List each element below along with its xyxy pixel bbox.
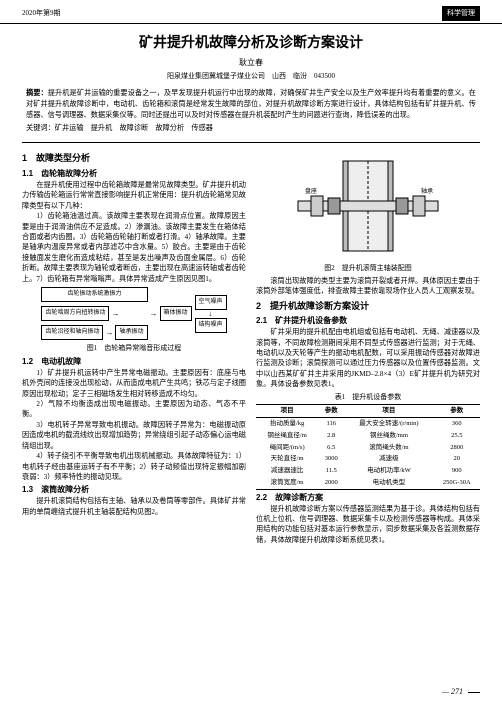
table-header: 项目	[256, 405, 318, 418]
flow-box-6: 空气噪声	[195, 295, 227, 310]
table-cell: 滚筒绳头数/m	[344, 442, 433, 454]
table-cell: 绳间距/(m/s)	[256, 442, 318, 454]
paragraph-1-1a: 在提升机使用过程中齿轮箱故障是最常见故障类型。矿井提升机动力传输齿轮箱运行常常直…	[22, 180, 246, 211]
affiliation: 阳泉煤业集团冀城堡子煤业公司 山西 临汾 043500	[0, 71, 502, 88]
keywords-text: 矿井运输 提升机 故障诊断 故障分析 传感器	[55, 124, 213, 132]
arrow-icon: →	[150, 310, 158, 318]
paragraph-1-2b: 2）气隙不均衡造成出现电磁振动。主要原因为动态、气态不平衡。	[22, 399, 246, 420]
keywords-label: 关键词：	[26, 124, 55, 132]
table-cell: 360	[434, 418, 480, 430]
issue-label: 2020年第9期	[22, 8, 61, 19]
flow-box-3: 齿轮沿径和轴向振动	[41, 325, 103, 340]
section-2-heading: 2 提升机故障诊断方案设计	[256, 300, 480, 314]
table-cell: 最大安全转速/(r/min)	[344, 418, 433, 430]
paragraph-1-3: 提升机滚筒结构包括有主轴、轴承以及卷筒等零部件。具体矿井常用的单筒缠绕式提升机主…	[22, 496, 246, 517]
table-header: 项目	[344, 405, 433, 418]
table-cell: 2.8	[318, 430, 344, 442]
subsection-1-3-heading: 1.3 滚筒故障分析	[22, 484, 246, 496]
flow-box-1: 齿轮振动系统激振力	[41, 287, 147, 302]
table-1-caption: 表1 提升机设备参数	[256, 392, 480, 403]
figure-1-flowchart: 齿轮振动系统激振力 齿轮啮周方向扭转振动 → 齿轮沿径和轴向振动 → 轴承振动 …	[22, 287, 246, 340]
table-cell: 减速器速比	[256, 465, 318, 477]
paragraph-1-2a: 1）矿井提升机运转中产生异常电磁振动。主要原因有：底座与电机外壳间的连接没出现松…	[22, 368, 246, 399]
table-cell: 3000	[318, 453, 344, 465]
table-cell: 116	[318, 418, 344, 430]
table-cell: 6.5	[318, 442, 344, 454]
section-1-heading: 1 故障类型分析	[22, 152, 246, 166]
paragraph-r1: 滚筒出现故障的类型主要为滚筒开裂或者开焊。具体原因主要由于滚筒外部笔体强度低，排…	[256, 276, 480, 297]
arrow-icon: →	[111, 310, 119, 318]
subsection-2-2-heading: 2.2 故障诊断方案	[256, 492, 480, 504]
subsection-1-1-heading: 1.1 齿轮箱故障分析	[22, 168, 246, 180]
paragraph-2-1: 矿井采用的提升机配由电机组或包括有电动机、无绳、减速器以及滚筒等，不同故障检测期…	[256, 327, 480, 390]
flow-box-4: 轴承振动	[115, 325, 147, 340]
table-cell: 250G-30A	[434, 477, 480, 489]
table-cell: 11.5	[318, 465, 344, 477]
table-cell: 滚筒宽度/m	[256, 477, 318, 489]
paragraph-2-2: 提升机故障诊断方案以传感器监测结果为基于诊。具体结构包括有位机上位机、信号调理器…	[256, 504, 480, 546]
abstract-rule	[22, 142, 480, 143]
subsection-2-1-heading: 2.1 矿井提升机设备参数	[256, 315, 480, 327]
svg-text:盘座: 盘座	[305, 187, 317, 195]
right-column: 盘座 轴承 图2 提升机滚筒主轴装配图 滚筒出现故障的类型主要为滚筒开裂或者开焊…	[256, 149, 480, 545]
table-1: 项目 参数 项目 参数 抬动质量/kg116最大安全转速/(r/min)360钢…	[256, 404, 480, 489]
article-title: 矿井提升机故障分析及诊断方案设计	[0, 24, 502, 57]
figure-2-caption: 图2 提升机滚筒主轴装配图	[256, 263, 480, 274]
subsection-1-2-heading: 1.2 电动机故障	[22, 356, 246, 368]
table-cell: 900	[434, 465, 480, 477]
table-cell: 20	[434, 453, 480, 465]
flow-box-7: 结构噪声	[195, 318, 227, 333]
abstract-text: 提升机是矿井运输的重要设备之一，及早发现提升机运行中出现的故障，对确保矿井生产安…	[26, 89, 476, 119]
table-cell: 2800	[434, 442, 480, 454]
left-column: 1 故障类型分析 1.1 齿轮箱故障分析 在提升机使用过程中齿轮箱故障是最常见故…	[22, 149, 246, 545]
paragraph-1-2c: 3）电机转子异常导致电机振动。故障因转子异常为：电磁振动原因造成电机的截流线纹出…	[22, 420, 246, 451]
flow-box-2: 齿轮啮周方向扭转振动	[41, 306, 109, 321]
table-cell: 抬动质量/kg	[256, 418, 318, 430]
table-cell: 钢丝绳直径/m	[256, 430, 318, 442]
arrow-icon: →	[207, 310, 215, 318]
table-cell: 电动机功率/kW	[344, 465, 433, 477]
category-tag: 科学管理	[442, 6, 480, 21]
paragraph-1-1b: 1）齿轮箱油温过高。该故障主要表现在润滑点位置。故障原因主要是由于润滑油供应不足…	[22, 211, 246, 284]
table-header: 参数	[318, 405, 344, 418]
table-cell: 电动机类型	[344, 477, 433, 489]
table-header: 参数	[434, 405, 480, 418]
table-cell: 25.5	[434, 430, 480, 442]
flow-box-5: 箱体振动	[160, 306, 192, 321]
arrow-icon: →	[105, 329, 113, 337]
figure-1-caption: 图1 齿轮箱异常嗡音形成过程	[22, 343, 246, 354]
table-cell: 2000	[318, 477, 344, 489]
table-cell: 减速级	[344, 453, 433, 465]
figure-2-diagram: 盘座 轴承	[293, 151, 443, 261]
author-name: 耿立春	[0, 57, 502, 71]
svg-text:轴承: 轴承	[421, 187, 433, 195]
abstract-label: 摘要：	[26, 88, 48, 97]
table-cell: 钢丝绳数/mm	[344, 430, 433, 442]
paragraph-1-2d: 4）转子绕引不平衡导致电机出现机械振动。具体故障特征为：1）电机转子经由基座运转…	[22, 451, 246, 482]
page-number: — 271	[442, 686, 480, 698]
table-cell: 天轮直径/m	[256, 453, 318, 465]
